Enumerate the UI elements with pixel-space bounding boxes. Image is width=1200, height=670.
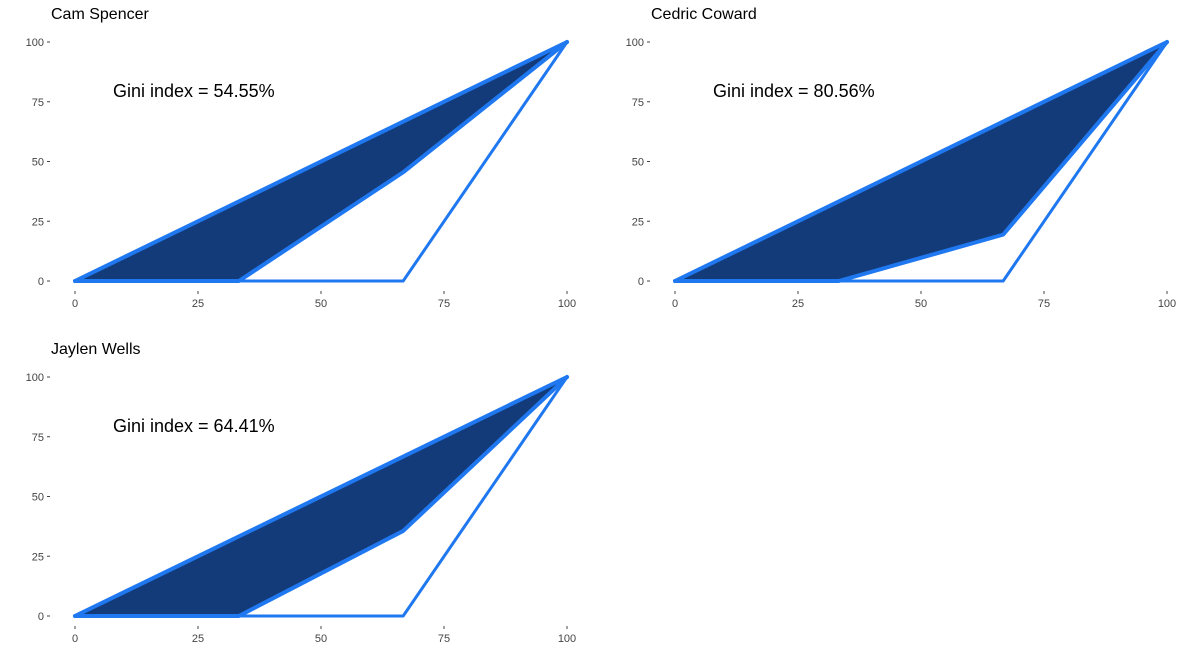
equality-line (73, 40, 569, 283)
y-tick-label: 25 (632, 216, 644, 228)
lorenz-curve (673, 40, 1169, 283)
lorenz-curve (73, 375, 569, 618)
equality-line (673, 40, 1169, 283)
x-tick-label: 100 (558, 633, 576, 645)
x-tick-label: 75 (438, 633, 450, 645)
y-tick-label: 50 (32, 492, 44, 504)
x-tick-label: 0 (72, 633, 78, 645)
x-tick-label: 0 (672, 298, 678, 310)
x-tick-label: 25 (792, 298, 804, 310)
panel-1: Cedric Coward 0 25 50 75 100 0 25 50 75 100 Gini in… (626, 6, 1177, 310)
x-tick-label: 75 (438, 298, 450, 310)
y-tick-label: 50 (32, 157, 44, 169)
x-tick-label: 50 (915, 298, 927, 310)
gini-annotation: Gini index = 64.41% (113, 416, 275, 436)
y-tick-label: 75 (32, 432, 44, 444)
panel-title: Cam Spencer (51, 6, 149, 23)
y-tick-label: 100 (626, 37, 644, 49)
lorenz-curve (73, 40, 569, 283)
y-tick-label: 0 (638, 276, 644, 288)
y-tick-label: 50 (632, 157, 644, 169)
y-tick-label: 0 (38, 611, 44, 623)
panel-0: Cam Spencer 0 25 50 75 100 0 25 50 75 100 Gini inde… (26, 6, 577, 310)
equality-line (73, 375, 569, 618)
panel-2: Jaylen Wells 0 25 50 75 100 0 25 50 75 100 Gini ind… (26, 341, 577, 645)
gini-annotation: Gini index = 54.55% (113, 81, 275, 101)
x-tick-label: 50 (315, 298, 327, 310)
x-tick-label: 75 (1038, 298, 1050, 310)
x-tick-label: 100 (558, 298, 576, 310)
y-tick-label: 100 (26, 37, 44, 49)
gini-annotation: Gini index = 80.56% (713, 81, 875, 101)
y-tick-label: 100 (26, 372, 44, 384)
x-tick-label: 25 (192, 298, 204, 310)
y-tick-label: 25 (32, 551, 44, 563)
x-tick-label: 25 (192, 633, 204, 645)
x-tick-label: 100 (1158, 298, 1176, 310)
y-tick-label: 25 (32, 216, 44, 228)
panel-title: Jaylen Wells (51, 341, 141, 358)
panel-title: Cedric Coward (651, 6, 757, 23)
x-tick-label: 50 (315, 633, 327, 645)
y-tick-label: 75 (632, 97, 644, 109)
y-tick-label: 0 (38, 276, 44, 288)
x-tick-label: 0 (72, 298, 78, 310)
y-tick-label: 75 (32, 97, 44, 109)
